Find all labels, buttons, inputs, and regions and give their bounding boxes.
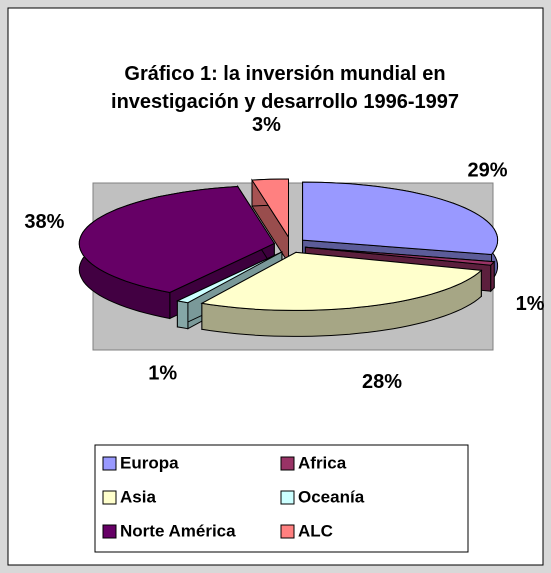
legend-swatch	[280, 456, 295, 471]
legend-swatch	[102, 456, 117, 471]
slice-top	[200, 251, 483, 311]
slice-top	[305, 246, 496, 266]
legend-label: Asia	[120, 487, 156, 506]
legend-swatch	[280, 524, 295, 539]
slice-top	[175, 251, 283, 304]
data-label: 28%	[362, 371, 402, 393]
slice-top	[251, 178, 289, 239]
slice-wall	[490, 260, 495, 293]
data-label: 29%	[468, 160, 508, 182]
legend-swatch	[102, 490, 117, 505]
slice-top	[78, 185, 276, 294]
slice-wall	[176, 300, 189, 330]
legend-label: ALC	[298, 521, 333, 540]
pie-slice	[251, 178, 289, 265]
legend-label: Norte América	[120, 521, 236, 540]
slice-top	[302, 181, 499, 256]
data-label: 1%	[148, 363, 177, 385]
data-label: 38%	[24, 211, 64, 233]
chart-title: Gráfico 1: la inversión mundial en inves…	[111, 63, 459, 113]
pie-slice	[200, 251, 483, 337]
legend-swatch	[102, 524, 117, 539]
data-label: 3%	[252, 114, 281, 136]
legend-label: Africa	[298, 453, 347, 472]
data-label: 1%	[516, 293, 545, 315]
legend-swatch	[280, 490, 295, 505]
legend-label: Europa	[120, 453, 179, 472]
legend-label: Oceanía	[298, 487, 365, 506]
